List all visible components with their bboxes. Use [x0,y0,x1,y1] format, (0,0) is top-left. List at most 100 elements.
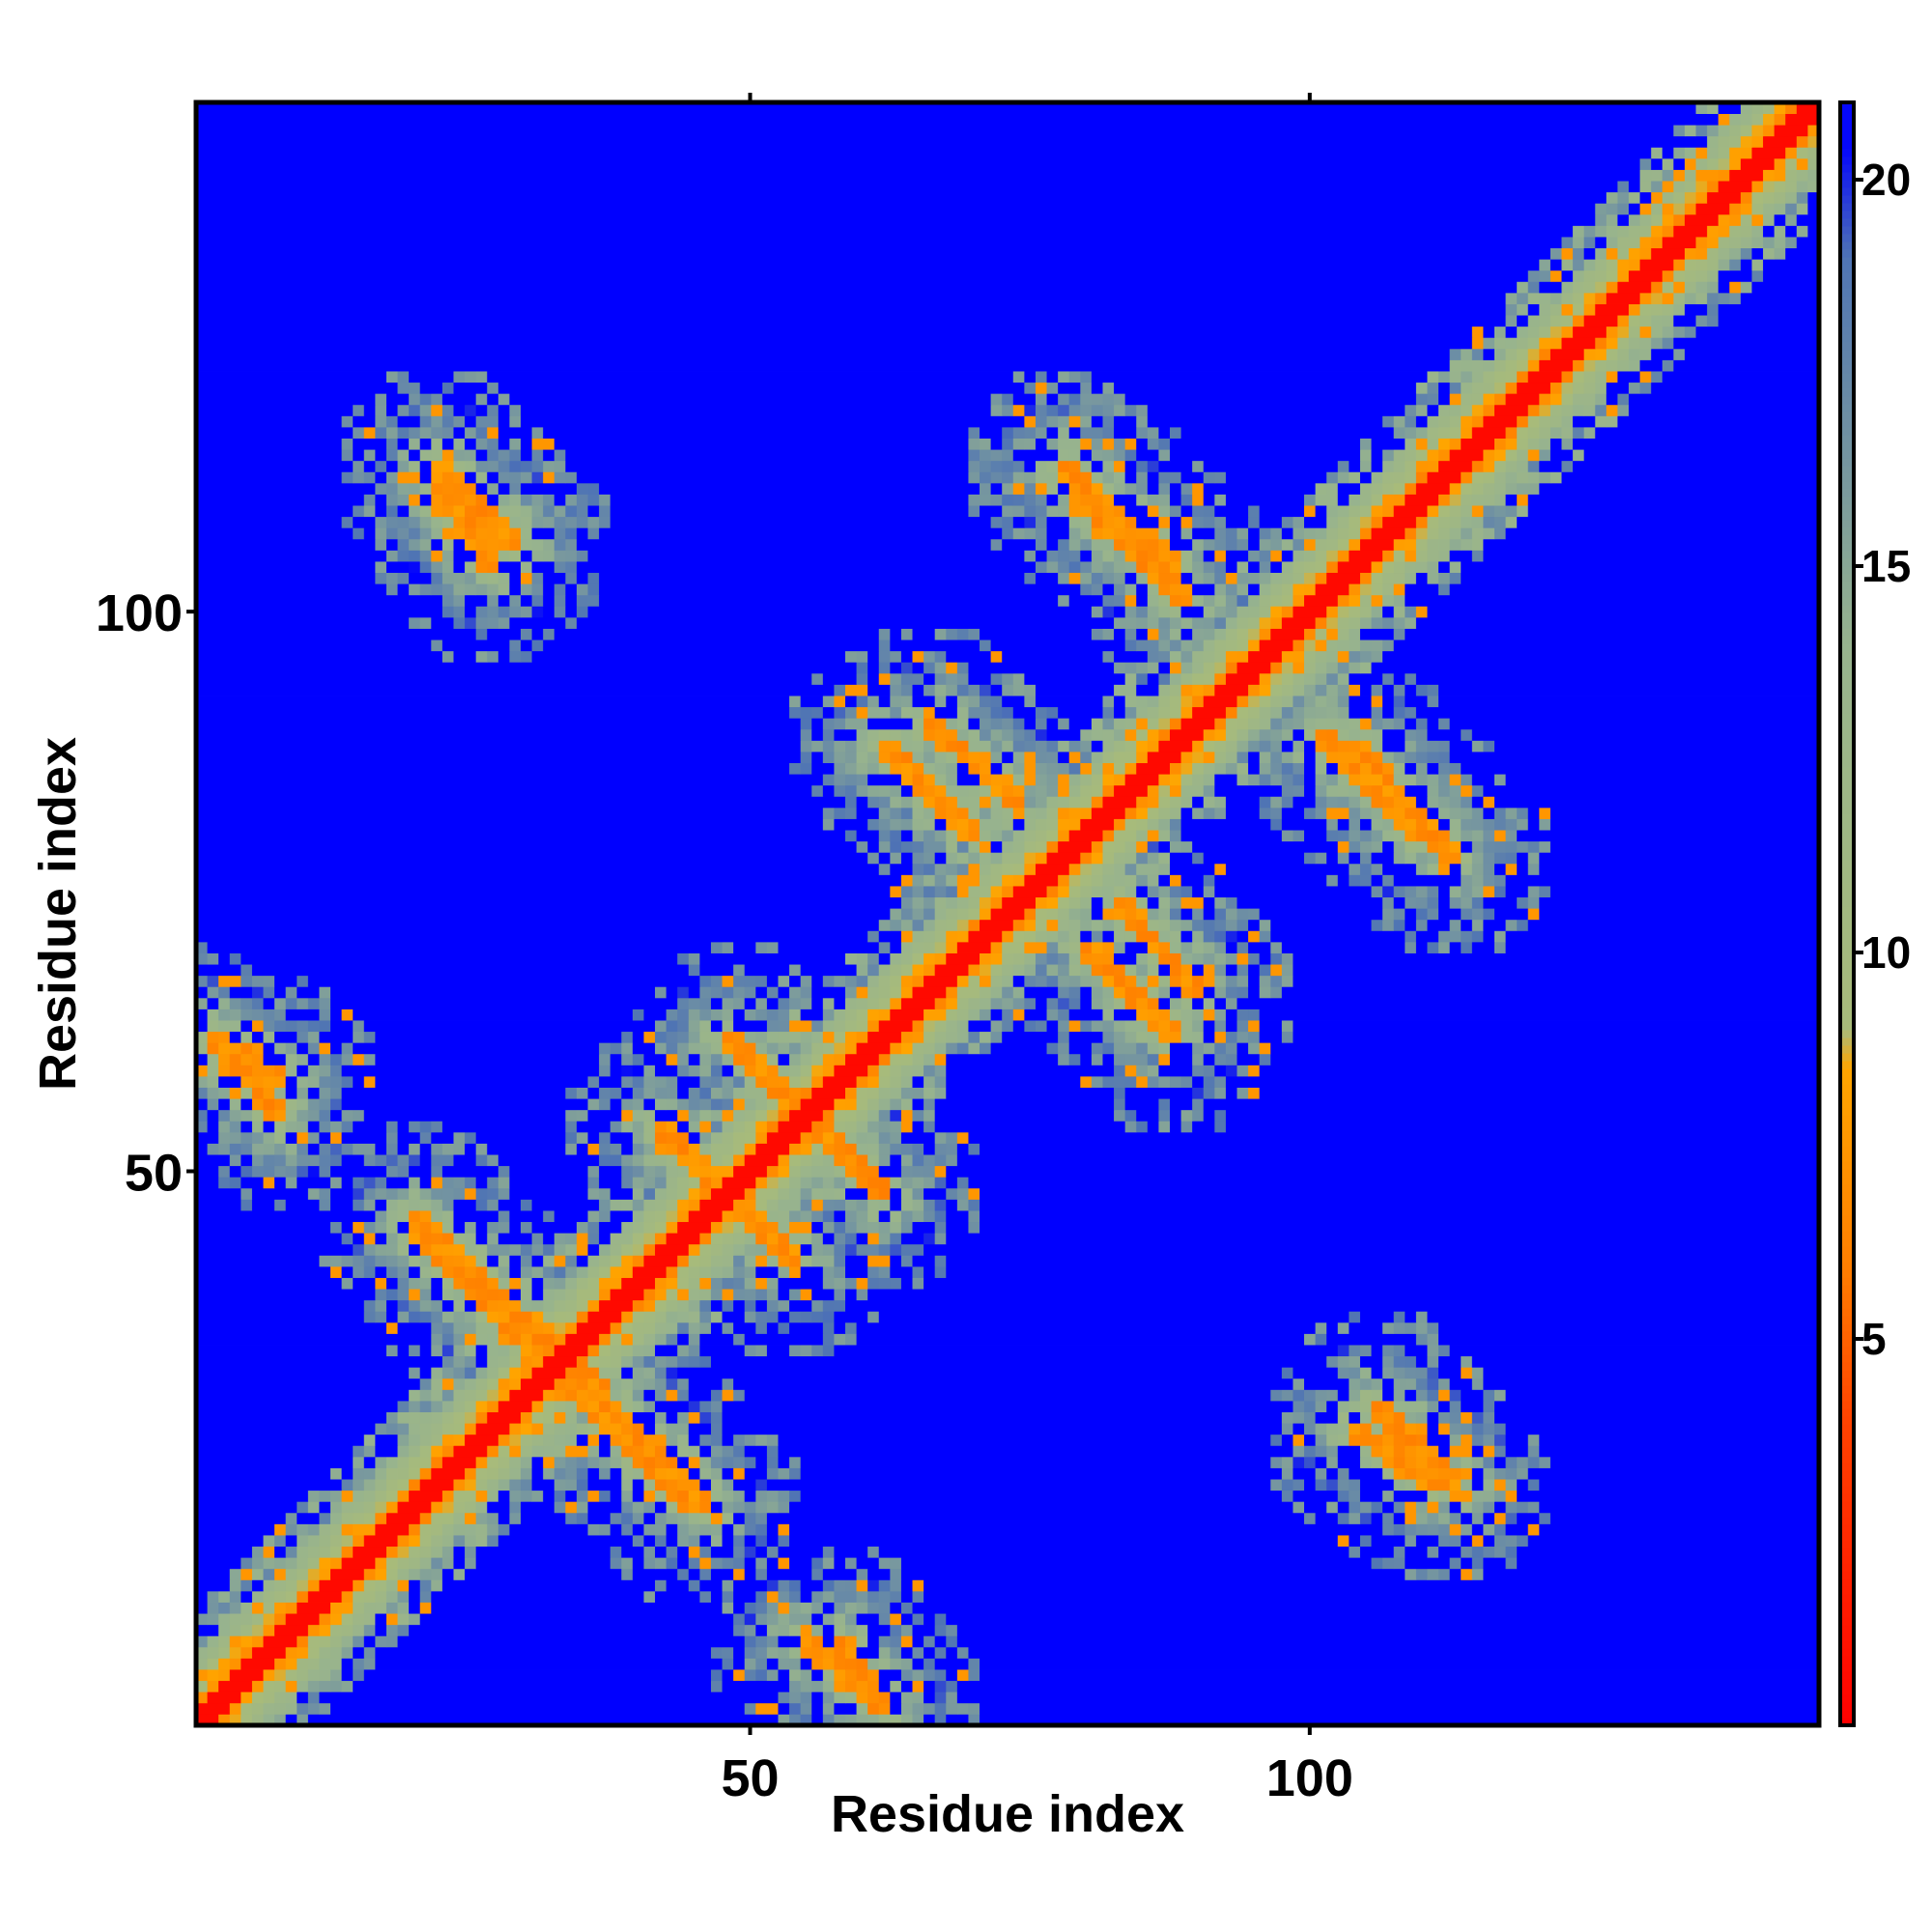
heatmap-cell [699,1401,712,1412]
heatmap-cell [1393,774,1406,786]
heatmap-cell [1102,696,1115,708]
heatmap-cell [834,1669,846,1682]
heatmap-cell [1170,975,1181,987]
heatmap-cell [1461,852,1473,865]
heatmap-cell [565,1378,578,1390]
heatmap-cell [878,1635,891,1648]
heatmap-cell [789,1154,802,1167]
heatmap-cell [912,1109,924,1122]
heatmap-cell [666,1177,678,1189]
heatmap-cell [1315,852,1327,865]
heatmap-cell [878,1210,891,1223]
heatmap-cell [956,718,969,730]
heatmap-cell [1427,1501,1439,1514]
heatmap-cell [1393,583,1406,596]
heatmap-cell [1068,930,1081,943]
heatmap-cell [531,628,544,640]
heatmap-cell [980,986,992,999]
heatmap-cell [397,1557,410,1570]
heatmap-cell [688,1535,700,1548]
heatmap-cell [1461,1401,1484,1412]
heatmap-cell [465,1535,477,1548]
heatmap-cell [1091,572,1103,584]
heatmap-cell [968,1177,1820,1189]
heatmap-cell [1214,784,1283,797]
heatmap-cell [565,1367,578,1379]
heatmap-cell [1147,830,1159,842]
heatmap-cell [710,1265,723,1278]
heatmap-cell [1438,818,1451,831]
heatmap-cell [956,1042,969,1055]
heatmap-cell [297,1635,309,1648]
heatmap-cell [307,1031,320,1043]
heatmap-cell [1158,863,1171,875]
heatmap-cell [341,1277,354,1290]
heatmap-cell [1203,662,1215,674]
heatmap-cell [509,1423,522,1435]
heatmap-cell [643,1535,656,1548]
heatmap-cell [980,718,992,730]
heatmap-cell [956,1131,969,1144]
heatmap-cell [1046,941,1059,953]
heatmap-cell [1170,908,1181,921]
heatmap-cell [890,818,902,831]
heatmap-cell [465,1479,477,1492]
heatmap-cell [1293,684,1305,696]
heatmap-cell [778,1557,790,1570]
heatmap-cell [1281,684,1293,696]
heatmap-cell [587,1109,622,1122]
heatmap-cell [509,1479,522,1492]
heatmap-cell [385,1221,398,1234]
heatmap-cell [441,594,454,607]
heatmap-cell [497,594,510,607]
heatmap-cell [867,1233,880,1245]
heatmap-cell [509,1299,522,1312]
heatmap-cell [1158,1121,1171,1133]
heatmap-cell [453,1501,466,1514]
heatmap-cell [632,1445,644,1458]
heatmap-cell [834,774,846,786]
heatmap-cell [722,1512,734,1524]
heatmap-cell [509,1289,522,1301]
heatmap-cell [487,1535,499,1548]
heatmap-cell [990,874,1003,887]
heatmap-cell [834,1624,846,1636]
heatmap-cell [744,1233,756,1245]
heatmap-cell [1012,718,1025,730]
heatmap-cell [409,1389,421,1402]
heatmap-cell [207,1658,219,1670]
heatmap-cell [297,1020,309,1033]
heatmap-cell [1382,1523,1395,1536]
heatmap-cell [1315,1479,1327,1492]
heatmap-cell [576,572,588,584]
heatmap-cell [744,1210,756,1223]
heatmap-cell [330,1702,746,1715]
heatmap-cell [1102,964,1115,977]
heatmap-cell [722,1065,734,1077]
heatmap-cell [241,1121,253,1133]
heatmap-cell [1281,807,1305,819]
heatmap-cell [1158,952,1171,965]
heatmap-cell [688,1165,700,1178]
heatmap-cell [856,1143,868,1155]
heatmap-cell [677,1031,690,1043]
heatmap-cell [1024,784,1037,797]
heatmap-cell [822,1042,835,1055]
heatmap-cell [363,1646,376,1659]
heatmap-cell [353,1277,376,1290]
heatmap-cell [946,752,958,763]
heatmap-cell [1449,1445,1473,1458]
heatmap-cell [834,1020,846,1033]
heatmap-cell [912,975,924,987]
heatmap-cell [778,1165,790,1178]
heatmap-cell [1259,774,1271,786]
heatmap-cell [274,997,287,1009]
heatmap-cell [912,1210,924,1223]
heatmap-cell [1192,1009,1205,1021]
heatmap-cell [800,762,812,775]
heatmap-cell [710,1557,723,1570]
heatmap-cell [789,1535,1339,1548]
heatmap-cell [677,997,690,1009]
heatmap-cell [1236,1087,1249,1099]
heatmap-cell [1147,807,1159,819]
